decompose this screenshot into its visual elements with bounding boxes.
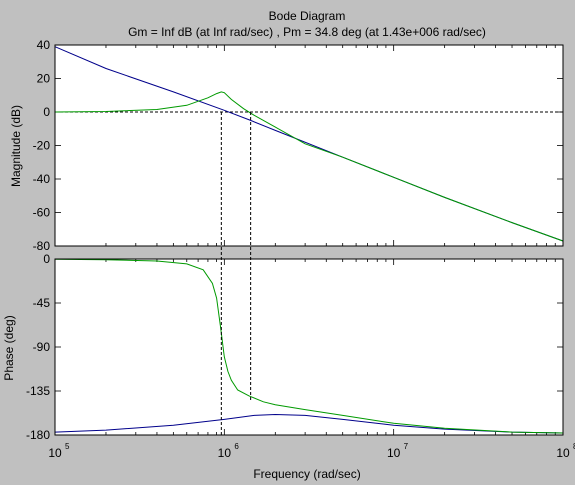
x-tick-exponent: 6	[234, 442, 239, 451]
y-tick-label: 40	[37, 38, 51, 52]
x-tick-label: 10	[218, 446, 232, 460]
x-tick-exponent: 8	[573, 442, 575, 451]
plot-frame	[54, 44, 564, 247]
margin-markers	[220, 112, 252, 435]
y-tick-label: -80	[33, 239, 51, 253]
x-tick-label: 10	[48, 446, 62, 460]
chart-subtitle: Gm = Inf dB (at Inf rad/sec) , Pm = 34.8…	[128, 25, 486, 39]
plot-frame	[54, 258, 564, 436]
x-tick-exponent: 5	[65, 442, 70, 451]
phase-panel: 0 -45 -90 -135 -180	[26, 252, 564, 442]
y-tick-label: -90	[33, 340, 51, 354]
y-tick-label: -60	[33, 206, 51, 220]
x-tick-label: 10	[556, 446, 570, 460]
series-line	[54, 413, 564, 434]
x-axis-label: Frequency (rad/sec)	[253, 467, 360, 481]
y-tick-label: 20	[37, 72, 51, 86]
magnitude-axis-label: Magnitude (dB)	[9, 105, 23, 187]
y-tick-label: -135	[26, 384, 50, 398]
x-tick-label: 10	[387, 446, 401, 460]
series-line	[54, 91, 564, 242]
magnitude-panel: 40 20 0 -20 -40 -60 -80	[33, 38, 564, 253]
x-tick-labels: 105106107108	[48, 442, 575, 460]
phase-axis-label: Phase (deg)	[2, 315, 16, 380]
y-tick-label: -40	[33, 172, 51, 186]
y-tick-label: -180	[26, 428, 50, 442]
series-line	[54, 258, 564, 434]
plot-area	[55, 259, 563, 435]
y-tick-label: -20	[33, 139, 51, 153]
y-tick-label: -45	[33, 296, 51, 310]
y-tick-label: 0	[43, 105, 50, 119]
x-tick-exponent: 7	[404, 442, 409, 451]
y-tick-label: 0	[43, 252, 50, 266]
chart-title: Bode Diagram	[269, 9, 346, 23]
